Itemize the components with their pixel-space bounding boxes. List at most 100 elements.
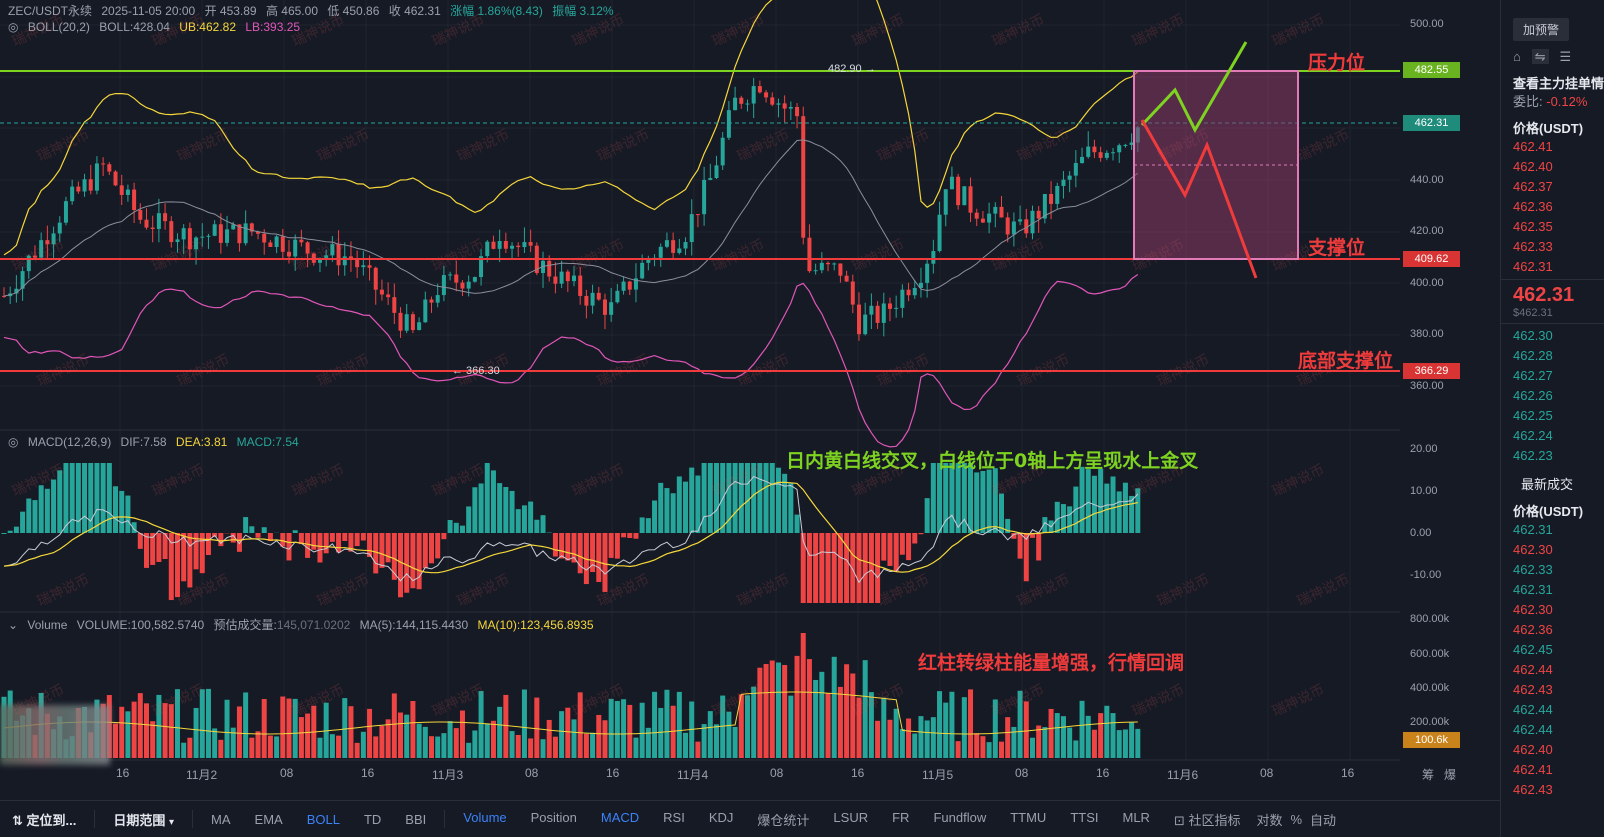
volume-bar	[410, 701, 416, 758]
candle-body	[993, 206, 998, 214]
community-indicator-button[interactable]: ⊡ 社区指标	[1162, 810, 1253, 829]
macd-bar	[1122, 482, 1128, 533]
low-label: 低 450.86	[327, 4, 380, 18]
ask-row[interactable]: 462.41	[1513, 139, 1553, 154]
macd-bar	[63, 463, 69, 533]
macd-bar	[1011, 533, 1017, 539]
volume-bar	[1023, 701, 1029, 758]
volume-bar	[999, 741, 1004, 758]
chart-area[interactable]: 482.90 → ← 366.30 ZEC/USDT永续 2025-11-05 2…	[0, 0, 1500, 800]
add-alert-button[interactable]: 加预警	[1513, 18, 1570, 41]
macd-bar	[82, 463, 88, 533]
bid-row[interactable]: 462.23	[1513, 448, 1553, 463]
trade-row: 462.43	[1513, 782, 1553, 797]
ask-row[interactable]: 462.36	[1513, 199, 1553, 214]
macd-bar	[447, 520, 453, 533]
chevron-down-icon[interactable]: ⌄	[8, 618, 19, 632]
indicator-爆仓统计[interactable]: 爆仓统计	[757, 812, 810, 828]
indicator-ema[interactable]: EMA	[254, 811, 283, 827]
alert-icon[interactable]: ⌂	[1513, 49, 1521, 64]
candle-body	[887, 303, 892, 309]
tool-icon[interactable]: ⇋	[1531, 49, 1549, 64]
indicator-volume[interactable]: Volume	[463, 809, 507, 825]
volume-bar	[280, 696, 286, 758]
volume-bar	[249, 737, 255, 758]
candle-body	[962, 186, 967, 206]
macd-bar	[342, 533, 348, 542]
auto-button[interactable]: 自动	[1310, 812, 1337, 828]
macd-bar	[236, 533, 242, 552]
bid-row[interactable]: 462.28	[1513, 348, 1553, 363]
eye-icon[interactable]: ◎	[8, 20, 19, 34]
open-label: 开 453.89	[204, 4, 257, 18]
indicator-bbi[interactable]: BBI	[405, 811, 427, 827]
indicator-macd[interactable]: MACD	[600, 809, 640, 825]
bid-row[interactable]: 462.26	[1513, 388, 1553, 403]
chips-label[interactable]: 筹	[1422, 768, 1435, 782]
volume-bar	[714, 724, 719, 758]
bid-row[interactable]: 462.30	[1513, 328, 1553, 343]
bid-row[interactable]: 462.24	[1513, 428, 1553, 443]
trades-title[interactable]: 最新成交	[1521, 477, 1574, 492]
chart-canvas[interactable]: 482.90 → ← 366.30	[0, 0, 1500, 800]
volume-bar	[819, 671, 825, 758]
volume-bar	[744, 695, 750, 758]
indicator-td[interactable]: TD	[363, 811, 382, 827]
volume-bar	[528, 738, 534, 758]
candle-body	[262, 233, 267, 243]
x-axis-label: 11月2	[186, 768, 218, 782]
ask-row[interactable]: 462.31	[1513, 259, 1553, 274]
indicator-mlr[interactable]: MLR	[1122, 809, 1150, 825]
volume-bar	[113, 723, 119, 758]
ask-row[interactable]: 462.37	[1513, 179, 1553, 194]
candle-body	[702, 179, 707, 215]
burst-label[interactable]: 爆	[1444, 768, 1457, 782]
indicator-lsur[interactable]: LSUR	[833, 809, 869, 825]
volume-name[interactable]: Volume	[27, 618, 68, 632]
indicator-position[interactable]: Position	[530, 809, 577, 825]
date-range-button[interactable]: 日期范围 ▾	[101, 810, 186, 829]
macd-name[interactable]: MACD(12,26,9)	[27, 435, 112, 449]
macd-bar	[918, 533, 924, 535]
indicator-boll[interactable]: BOLL	[306, 811, 340, 827]
volume-annotation: 红柱转绿柱能量增强，行情回调	[918, 652, 1185, 674]
indicator-ttmu[interactable]: TTMU	[1010, 809, 1047, 825]
candle-body	[460, 282, 465, 289]
volume-bar	[1067, 727, 1073, 758]
datetime-label: 2025-11-05 20:00	[101, 4, 196, 18]
bid-row[interactable]: 462.27	[1513, 368, 1553, 383]
ask-row[interactable]: 462.40	[1513, 159, 1553, 174]
eye-icon[interactable]: ◎	[8, 435, 19, 449]
log-button[interactable]: 对数	[1256, 812, 1283, 828]
volume-axis-label: 600.00k	[1410, 648, 1450, 660]
indicator-kdj[interactable]: KDJ	[708, 809, 734, 825]
macd-bar	[565, 533, 571, 561]
indicator-fundflow[interactable]: Fundflow	[933, 809, 987, 825]
indicator-rsi[interactable]: RSI	[663, 809, 685, 825]
indicator-ma[interactable]: MA	[211, 811, 231, 827]
macd-bar	[323, 533, 329, 554]
volume-bar	[187, 737, 193, 758]
bottom-price-tag: 366.29	[1403, 363, 1460, 379]
volume-bar	[683, 732, 689, 758]
volume-bar	[602, 720, 608, 758]
x-axis-label: 16	[116, 766, 130, 780]
bid-row[interactable]: 462.25	[1513, 408, 1553, 423]
boll-name[interactable]: BOLL(20,2)	[27, 20, 90, 34]
orderbook-title[interactable]: 查看主力挂单情	[1513, 76, 1604, 91]
list-icon[interactable]: ☰	[1559, 49, 1572, 64]
volume-bar	[769, 660, 775, 758]
indicator-fr[interactable]: FR	[892, 809, 910, 825]
locate-button[interactable]: ⇅ 定位到...	[0, 810, 88, 829]
trade-row: 462.41	[1513, 762, 1553, 777]
macd-bar	[125, 495, 131, 533]
volume-bar	[645, 727, 651, 758]
ask-row[interactable]: 462.33	[1513, 239, 1553, 254]
percent-button[interactable]: %	[1290, 811, 1303, 827]
indicator-ttsi[interactable]: TTSI	[1070, 809, 1099, 825]
macd-bar	[949, 463, 955, 533]
volume-bar	[726, 711, 732, 758]
ask-row[interactable]: 462.35	[1513, 219, 1553, 234]
macd-bar	[168, 533, 174, 601]
symbol-label[interactable]: ZEC/USDT永续	[8, 4, 93, 18]
